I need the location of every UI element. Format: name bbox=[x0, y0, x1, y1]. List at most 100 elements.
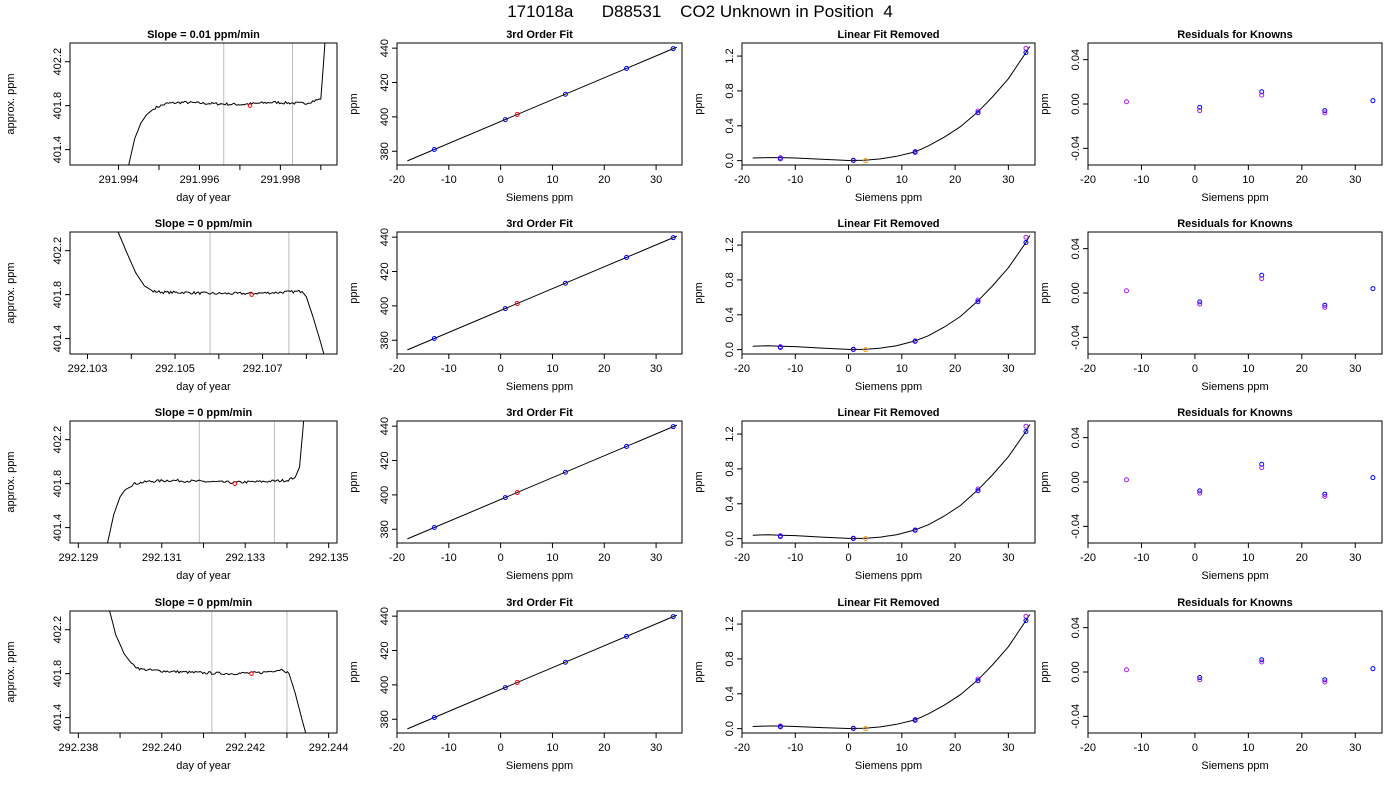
y-tick-label: 440 bbox=[379, 39, 391, 57]
plot-frame bbox=[741, 420, 1036, 544]
panel-title: Slope = 0 ppm/min bbox=[155, 218, 253, 230]
plot-frame bbox=[396, 42, 683, 166]
residual-point bbox=[1197, 104, 1203, 110]
plot-area bbox=[128, 43, 326, 165]
residual-point bbox=[1123, 99, 1129, 105]
x-tick-label: 10 bbox=[546, 174, 558, 186]
known-point bbox=[670, 46, 676, 52]
x-tick-label: -20 bbox=[734, 742, 750, 754]
y-tick-label: 0.8 bbox=[724, 651, 736, 666]
y-axis-label: ppm bbox=[348, 471, 360, 492]
y-tick-label: 400 bbox=[379, 297, 391, 315]
y-tick-label: 401.4 bbox=[52, 325, 64, 353]
known-point bbox=[1023, 613, 1029, 619]
ppm-trace bbox=[109, 611, 307, 733]
y-tick-label: 420 bbox=[379, 641, 391, 659]
x-tick-label: 20 bbox=[598, 363, 610, 375]
panel-linear-fit-removed-row4: Linear Fit Removed -20 -10 0 10 20 30 0.0 0.4 0.8… bbox=[693, 597, 1036, 772]
known-point bbox=[1023, 50, 1029, 56]
x-tick-label: -20 bbox=[389, 552, 405, 564]
known-point bbox=[850, 535, 856, 541]
x-tick-label: 10 bbox=[896, 742, 908, 754]
x-tick-label: 0 bbox=[845, 552, 851, 564]
y-axis-label: ppm bbox=[693, 471, 705, 492]
x-tick-label: 291.996 bbox=[180, 174, 220, 186]
residual-point bbox=[1197, 488, 1203, 494]
x-axis-label: Siemens ppm bbox=[506, 192, 573, 204]
figure-title: 171018a D88531 CO2 Unknown in Position 4 bbox=[507, 2, 893, 21]
x-tick-label: 0 bbox=[498, 742, 504, 754]
y-tick-label: 0.0 bbox=[724, 531, 736, 546]
x-axis-label: Siemens ppm bbox=[855, 570, 922, 582]
panel-title: Linear Fit Removed bbox=[837, 29, 939, 41]
x-tick-label: 292.244 bbox=[309, 742, 349, 754]
residual-point bbox=[1322, 110, 1328, 116]
x-axis-label: Siemens ppm bbox=[1201, 192, 1268, 204]
known-point bbox=[431, 715, 437, 721]
known-point bbox=[912, 338, 918, 344]
panel-3rd-order-fit-row2: 3rd Order Fit -20 -10 0 10 20 30 380 400 420 440 Si… bbox=[348, 218, 683, 393]
y-axis-label: ppm bbox=[348, 282, 360, 303]
known-point bbox=[670, 614, 676, 620]
y-tick-label: 401.8 bbox=[52, 92, 64, 120]
y-tick-label: -0.04 bbox=[1070, 514, 1082, 539]
panel-time-series-row3: Slope = 0 ppm/min 292.129 292.131 292.133 29… bbox=[5, 407, 349, 582]
y-tick-label: 440 bbox=[379, 228, 391, 246]
x-tick-label: 20 bbox=[598, 742, 610, 754]
x-tick-label: 0 bbox=[845, 742, 851, 754]
x-tick-label: 30 bbox=[1002, 552, 1014, 564]
y-tick-label: 440 bbox=[379, 417, 391, 435]
unknown-point bbox=[863, 536, 869, 542]
x-tick-label: 20 bbox=[1296, 742, 1308, 754]
panel-title: Residuals for Knowns bbox=[1177, 597, 1293, 609]
x-tick-label: -10 bbox=[441, 174, 457, 186]
y-tick-label: 401.8 bbox=[52, 470, 64, 498]
x-tick-label: 30 bbox=[650, 552, 662, 564]
fit-line bbox=[407, 235, 678, 351]
x-tick-label: 30 bbox=[1002, 363, 1014, 375]
panel-title: Residuals for Knowns bbox=[1177, 407, 1293, 419]
x-tick-label: 20 bbox=[949, 742, 961, 754]
x-tick-label: 30 bbox=[1349, 174, 1361, 186]
x-axis-label: Siemens ppm bbox=[1201, 381, 1268, 393]
x-tick-label: 30 bbox=[650, 742, 662, 754]
unknown-point bbox=[514, 489, 520, 495]
x-tick-label: 20 bbox=[949, 552, 961, 564]
x-tick-label: -10 bbox=[1134, 742, 1150, 754]
known-point bbox=[777, 156, 783, 162]
y-tick-label: 0.4 bbox=[724, 118, 736, 133]
unknown-point bbox=[514, 111, 520, 117]
residual-curve bbox=[752, 424, 1031, 539]
x-tick-label: 10 bbox=[546, 363, 558, 375]
y-axis-label: approx. ppm bbox=[5, 641, 17, 702]
known-point bbox=[912, 149, 918, 155]
x-tick-label: -10 bbox=[787, 363, 803, 375]
x-tick-label: -20 bbox=[734, 363, 750, 375]
plot-area bbox=[107, 421, 305, 543]
x-tick-label: 292.240 bbox=[142, 742, 182, 754]
x-tick-label: 10 bbox=[896, 363, 908, 375]
panel-3rd-order-fit-row1: 3rd Order Fit -20 -10 0 10 20 30 380 400 420 440 Si… bbox=[348, 29, 683, 204]
y-axis-label: approx. ppm bbox=[5, 262, 17, 323]
residual-point bbox=[1370, 98, 1376, 104]
x-tick-label: 20 bbox=[1296, 363, 1308, 375]
y-axis-label: ppm bbox=[348, 661, 360, 682]
x-tick-label: -10 bbox=[1134, 174, 1150, 186]
x-tick-label: 0 bbox=[845, 363, 851, 375]
residual-point bbox=[1123, 288, 1129, 294]
residual-point bbox=[1259, 461, 1265, 467]
x-tick-label: 10 bbox=[896, 174, 908, 186]
x-tick-label: 0 bbox=[1192, 174, 1198, 186]
known-point bbox=[912, 717, 918, 723]
y-tick-label: 0.0 bbox=[724, 342, 736, 357]
y-tick-label: 402.2 bbox=[52, 237, 64, 265]
residual-point bbox=[1197, 677, 1203, 683]
x-tick-label: -10 bbox=[1134, 363, 1150, 375]
y-tick-label: 0.8 bbox=[724, 272, 736, 287]
x-tick-label: 20 bbox=[598, 174, 610, 186]
x-axis-label: Siemens ppm bbox=[855, 760, 922, 772]
known-point bbox=[562, 280, 568, 286]
known-point bbox=[1023, 234, 1029, 240]
y-tick-label: 0.4 bbox=[724, 307, 736, 322]
x-tick-label: 10 bbox=[896, 552, 908, 564]
